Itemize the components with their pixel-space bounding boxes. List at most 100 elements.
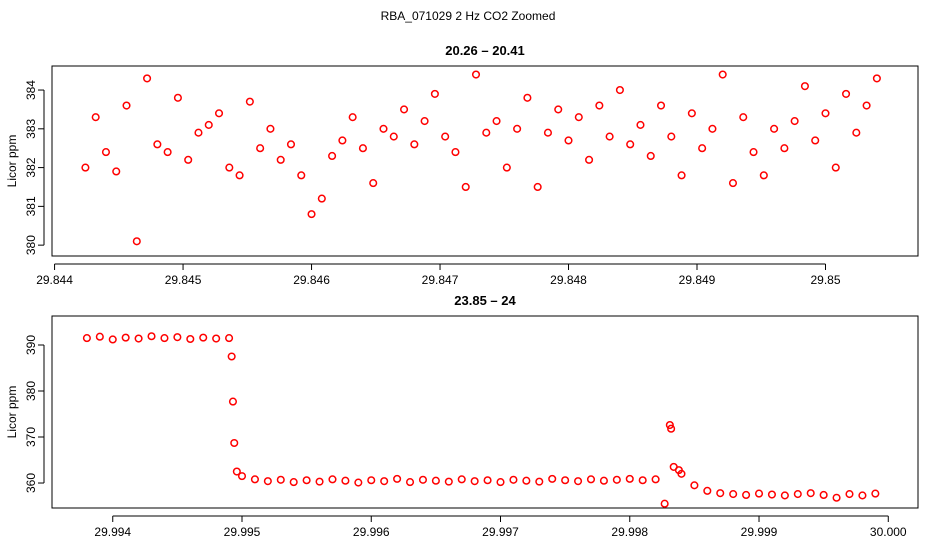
data-point	[677, 171, 686, 180]
data-point	[237, 472, 247, 481]
data-point	[523, 93, 532, 102]
data-point	[184, 155, 193, 164]
data-point	[225, 334, 234, 343]
data-point	[780, 144, 789, 153]
data-point	[656, 101, 666, 110]
data-point	[228, 397, 238, 406]
y-axis-label: Licor ppm	[5, 386, 19, 439]
data-point	[82, 334, 91, 343]
data-point	[451, 148, 460, 157]
y-tick-label: 382	[24, 157, 38, 177]
data-point	[852, 128, 861, 137]
data-point	[470, 477, 479, 486]
data-point	[742, 490, 751, 500]
data-point	[441, 132, 450, 141]
data-point	[509, 475, 518, 484]
data-point	[289, 478, 298, 487]
data-point	[315, 477, 324, 486]
x-tick-label: 30.000	[870, 525, 907, 539]
data-point	[348, 113, 357, 122]
y-tick-label: 381	[24, 196, 38, 216]
data-point	[147, 332, 156, 341]
data-point	[380, 477, 389, 486]
data-point	[134, 334, 143, 343]
data-point	[496, 478, 505, 487]
data-point	[667, 132, 676, 141]
data-point	[625, 474, 634, 483]
panel-title: 20.26 – 20.41	[445, 43, 525, 58]
data-point	[708, 124, 717, 133]
data-point	[230, 438, 239, 448]
plot-frame	[51, 315, 919, 509]
data-point	[328, 475, 337, 484]
data-point	[108, 335, 117, 344]
data-point	[153, 140, 162, 149]
data-point	[214, 109, 224, 118]
data-point	[513, 124, 522, 133]
data-point	[410, 140, 419, 149]
data-point	[858, 491, 867, 500]
data-point	[862, 101, 871, 110]
data-point	[703, 486, 712, 495]
y-tick-label: 383	[24, 118, 38, 138]
data-point	[543, 128, 553, 137]
data-point	[612, 475, 621, 484]
y-axis-label: Licor ppm	[5, 135, 19, 188]
x-tick-label: 29.996	[353, 525, 390, 539]
data-point	[112, 167, 121, 176]
data-point	[548, 474, 557, 483]
data-point	[821, 109, 830, 118]
data-point	[595, 101, 604, 110]
data-point	[599, 476, 608, 485]
data-point	[212, 334, 221, 343]
page-title: RBA_071029 2 Hz CO2 Zoomed	[381, 9, 556, 23]
data-point	[369, 179, 378, 188]
data-point	[729, 490, 738, 499]
data-point	[646, 151, 655, 161]
data-point	[790, 117, 799, 126]
data-point	[739, 113, 748, 122]
data-point	[245, 97, 254, 106]
x-tick-label: 29.847	[422, 273, 459, 287]
x-tick-label: 29.849	[679, 273, 716, 287]
x-tick-label: 29.999	[741, 525, 778, 539]
x-tick-label: 29.846	[293, 273, 330, 287]
x-tick-label: 29.85	[810, 273, 840, 287]
data-point	[651, 475, 660, 484]
data-point	[483, 476, 492, 485]
data-point	[585, 155, 594, 164]
data-point	[687, 109, 696, 118]
data-point	[173, 333, 182, 342]
x-tick-label: 29.844	[36, 273, 73, 287]
data-point	[471, 70, 481, 79]
data-point	[872, 74, 881, 83]
data-point	[307, 210, 316, 219]
data-point	[354, 478, 363, 487]
x-tick-label: 29.998	[611, 525, 648, 539]
data-point	[358, 144, 367, 153]
data-point	[759, 171, 768, 180]
data-point	[482, 128, 491, 137]
data-point	[461, 182, 470, 192]
data-point	[204, 120, 213, 129]
data-point	[405, 478, 415, 487]
data-point	[302, 476, 311, 485]
data-point	[767, 490, 776, 499]
data-point	[95, 332, 104, 341]
data-point	[389, 132, 398, 141]
data-point	[586, 475, 596, 484]
data-point	[235, 171, 244, 180]
data-point	[660, 499, 669, 508]
data-point	[297, 171, 306, 180]
data-point	[690, 481, 699, 490]
data-point	[615, 85, 624, 95]
data-point	[276, 475, 285, 484]
y-tick-label: 390	[24, 335, 38, 355]
data-point	[502, 163, 511, 172]
panel-title: 23.85 – 24	[454, 293, 516, 308]
data-point	[276, 155, 285, 164]
data-point	[122, 101, 131, 110]
data-point	[143, 74, 152, 83]
data-point	[716, 489, 725, 498]
